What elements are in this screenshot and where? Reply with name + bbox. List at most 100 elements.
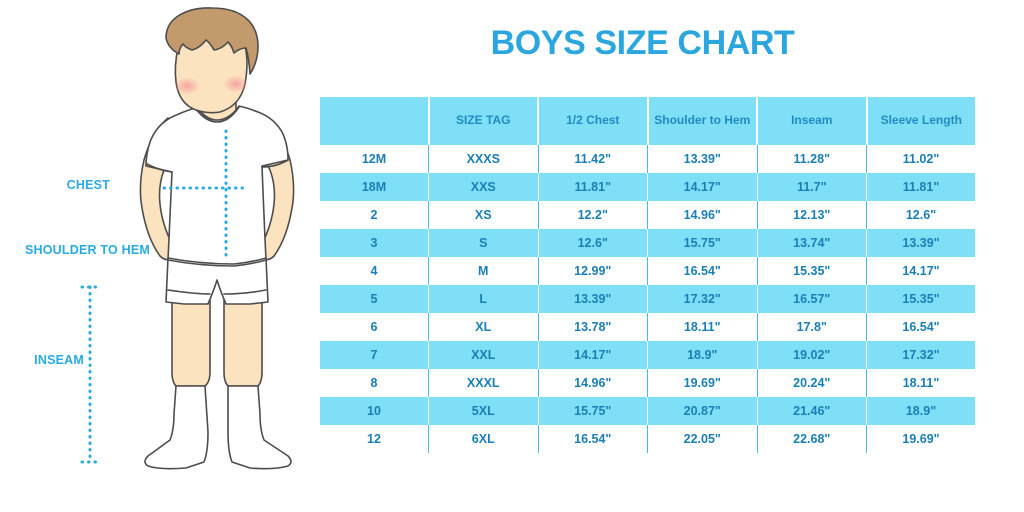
table-cell-size: 2: [370, 208, 378, 222]
tshirt-sleeve-right: [261, 159, 289, 168]
table-cell: 18.9": [866, 397, 975, 425]
shoe-right: [227, 385, 292, 470]
table-row: 6 XL 13.78" 18.11" 17.8" 16.54": [320, 313, 975, 341]
table-cell: 19.69": [647, 369, 757, 397]
table-cell: 17.8": [756, 313, 867, 341]
table-cell: 14.96": [537, 369, 648, 397]
table-cell: 12.99": [537, 257, 648, 285]
table-cell: XXL: [428, 341, 538, 369]
table-cell: 20.24": [756, 369, 867, 397]
table-cell: 12.13": [756, 201, 867, 229]
table-cell-size: 6: [370, 320, 378, 334]
table-cell: XL: [428, 313, 538, 341]
shoe-left: [144, 385, 209, 470]
table-cell-size: 5: [320, 285, 429, 313]
table-cell: 12.2": [537, 201, 648, 229]
tshirt-collar: [195, 106, 240, 123]
table-cell: 11.81": [866, 173, 975, 201]
blush-right: [223, 75, 249, 93]
table-row: 12M XXXS 11.42" 13.39" 11.28" 11.02": [320, 145, 975, 173]
table-header-cell-0: [320, 97, 429, 145]
table-cell: 18.11": [647, 313, 757, 341]
tshirt-hem: [167, 257, 267, 265]
table-cell-size: 12M: [361, 152, 387, 166]
table-cell-size: 10: [320, 397, 429, 425]
table-cell: L: [428, 285, 538, 313]
table-cell: 16.54": [647, 257, 757, 285]
table-cell: 19.02": [756, 341, 867, 369]
table-cell: 22.68": [756, 425, 867, 453]
table-cell: 13.39": [537, 285, 648, 313]
table-cell: XS: [428, 201, 538, 229]
table-cell: 12.6": [866, 201, 975, 229]
table-cell: 13.74": [756, 229, 867, 257]
table-cell: 13.78": [537, 313, 648, 341]
table-row: 18M XXS 11.81" 14.17" 11.7" 11.81": [320, 173, 975, 201]
table-cell: 22.05": [647, 425, 757, 453]
table-header-cell-2: 1/2 Chest: [537, 97, 648, 145]
table-header-row: SIZE TAG 1/2 Chest Shoulder to Hem Inseam Sl…: [320, 97, 975, 145]
table-header-cell-1: SIZE TAG: [427, 97, 538, 145]
table-cell: 16.54": [866, 313, 975, 341]
table-header-cell-5: Sleeve Length: [865, 97, 975, 145]
table-cell-size: 3: [320, 229, 429, 257]
table-cell: 17.32": [866, 341, 975, 369]
chest-label: CHEST: [66, 178, 110, 192]
table-cell: 14.17": [866, 257, 975, 285]
table-cell-size: 12: [367, 432, 381, 446]
illustration-panel: CHEST SHOULDER TO HEM INSEAM: [0, 0, 320, 512]
table-cell: 11.42": [537, 145, 648, 173]
table-cell: 14.17": [537, 341, 648, 369]
table-cell: 18.11": [866, 369, 975, 397]
table-cell: 16.57": [756, 285, 867, 313]
table-cell: 13.39": [866, 229, 975, 257]
table-cell: 21.46": [756, 397, 867, 425]
table-header-cell-4: Inseam: [756, 97, 867, 145]
table-row: 5 L 13.39" 17.32" 16.57" 15.35": [320, 285, 975, 313]
table-row: 12 6XL 16.54" 22.05" 22.68" 19.69": [320, 425, 975, 453]
table-cell: XXS: [428, 173, 538, 201]
table-cell-size: 4: [370, 264, 378, 278]
table-cell: 13.39": [647, 145, 757, 173]
size-table-container: SIZE TAG 1/2 Chest Shoulder to Hem Inseam Sl…: [320, 97, 975, 453]
tshirt: [145, 105, 289, 267]
size-chart-table: SIZE TAG 1/2 Chest Shoulder to Hem Inseam Sl…: [320, 97, 975, 453]
shorts-hem-line: [167, 289, 267, 295]
table-row: 2 XS 12.2" 14.96" 12.13" 12.6": [320, 201, 975, 229]
hair: [165, 7, 259, 75]
table-row: 3 S 12.6" 15.75" 13.74" 13.39": [320, 229, 975, 257]
table-cell: XXXS: [428, 145, 538, 173]
table-cell: 11.28": [756, 145, 867, 173]
table-cell: XXXL: [428, 369, 538, 397]
table-cell: 15.35": [756, 257, 867, 285]
table-header: SIZE TAG 1/2 Chest Shoulder to Hem Inseam Sl…: [320, 97, 975, 145]
table-body: 12M XXXS 11.42" 13.39" 11.28" 11.02" 18M XXS 11.…: [320, 145, 975, 453]
table-cell: 15.75": [647, 229, 757, 257]
table-cell-size: 7: [320, 341, 429, 369]
shoulder-to-hem-label: SHOULDER TO HEM: [25, 243, 150, 257]
tshirt-sleeve-left: [146, 163, 173, 173]
table-cell: 6XL: [428, 425, 538, 453]
table-cell: 17.32": [647, 285, 757, 313]
table-row: 8 XXXL 14.96" 19.69" 20.24" 18.11": [320, 369, 975, 397]
table-cell: 5XL: [428, 397, 538, 425]
blush-left: [174, 77, 200, 95]
table-cell: 14.17": [647, 173, 757, 201]
table-cell: 15.35": [866, 285, 975, 313]
table-cell: S: [428, 229, 538, 257]
table-cell: 11.02": [866, 145, 975, 173]
leg-right: [223, 299, 263, 387]
table-header-cell-3: Shoulder to Hem: [646, 97, 757, 145]
table-cell: 20.87": [647, 397, 757, 425]
table-cell: 19.69": [866, 425, 975, 453]
table-cell-size: 8: [370, 376, 378, 390]
boy-figure-illustration: [80, 7, 295, 470]
table-row: 7 XXL 14.17" 18.9" 19.02" 17.32": [320, 341, 975, 369]
inseam-label: INSEAM: [34, 353, 84, 367]
table-cell: 14.96": [647, 201, 757, 229]
table-row: 10 5XL 15.75" 20.87" 21.46" 18.9": [320, 397, 975, 425]
table-row: 4 M 12.99" 16.54" 15.35" 14.17": [320, 257, 975, 285]
table-cell: 18.9": [647, 341, 757, 369]
leg-left: [171, 299, 211, 387]
table-cell: 16.54": [537, 425, 648, 453]
